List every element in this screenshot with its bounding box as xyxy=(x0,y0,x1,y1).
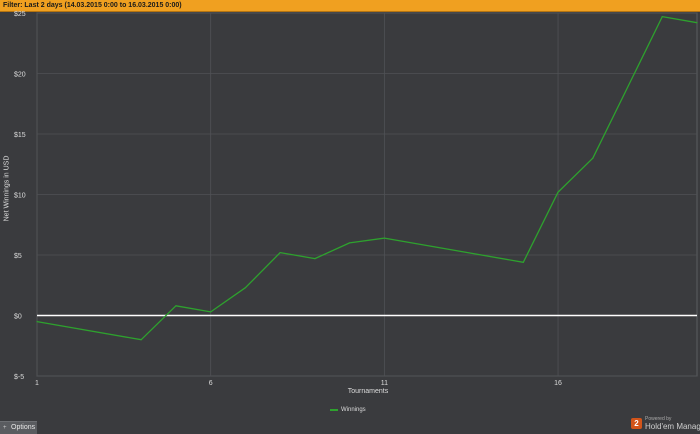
brand-logo-block: 2 Powered by Hold'em Manager xyxy=(631,416,700,433)
data-point xyxy=(175,305,177,307)
plus-icon: + xyxy=(3,425,7,431)
options-button[interactable]: + Options xyxy=(0,421,37,434)
filter-bar[interactable]: Filter: Last 2 days (14.03.2015 0:00 to … xyxy=(0,0,700,12)
series-line-winnings xyxy=(36,15,698,341)
filter-label: Filter: xyxy=(3,2,23,9)
data-point xyxy=(244,287,247,289)
data-point xyxy=(557,191,559,193)
data-point xyxy=(522,261,524,263)
data-point xyxy=(349,242,351,244)
filter-value: Last 2 days (14.03.2015 0:00 to 16.03.20… xyxy=(24,2,182,9)
data-point xyxy=(383,237,385,239)
data-point xyxy=(210,311,212,313)
data-point xyxy=(36,320,38,323)
legend-swatch-winnings xyxy=(330,409,338,411)
hm2-logo-icon: 2 xyxy=(631,418,642,429)
x-tick-label: 1 xyxy=(35,380,39,387)
y-tick-label: $5 xyxy=(14,253,22,260)
x-tick-label: 16 xyxy=(554,380,562,387)
data-point xyxy=(279,251,281,254)
x-tick-label: 6 xyxy=(209,380,213,387)
data-point xyxy=(314,258,316,260)
winnings-chart: 1 6 11 16$-5$0$5$10$15$20$25 xyxy=(14,11,698,387)
y-tick-label: $-5 xyxy=(14,374,24,381)
filter-text: Filter: Last 2 days (14.03.2015 0:00 to … xyxy=(3,0,182,11)
data-point xyxy=(661,16,663,18)
brand-name: Hold'em Manager xyxy=(645,422,700,431)
x-axis-label: Tournaments xyxy=(347,388,389,395)
data-point xyxy=(592,157,594,159)
y-axis-label: Net Winnings in USD xyxy=(3,155,11,222)
x-tick-label: 11 xyxy=(381,380,388,387)
y-tick-label: $10 xyxy=(14,193,26,200)
y-tick-label: $0 xyxy=(14,314,22,321)
legend-label-winnings: Winnings xyxy=(341,407,366,413)
y-tick-label: $15 xyxy=(14,132,26,139)
y-tick-label: $20 xyxy=(14,72,26,79)
brand-powered-by: Powered by xyxy=(645,416,672,422)
y-tick-label: $25 xyxy=(14,11,26,18)
brand-logo-text: 2 xyxy=(634,419,639,428)
options-label: Options xyxy=(11,424,36,431)
data-point xyxy=(140,339,142,341)
data-point xyxy=(696,22,698,24)
